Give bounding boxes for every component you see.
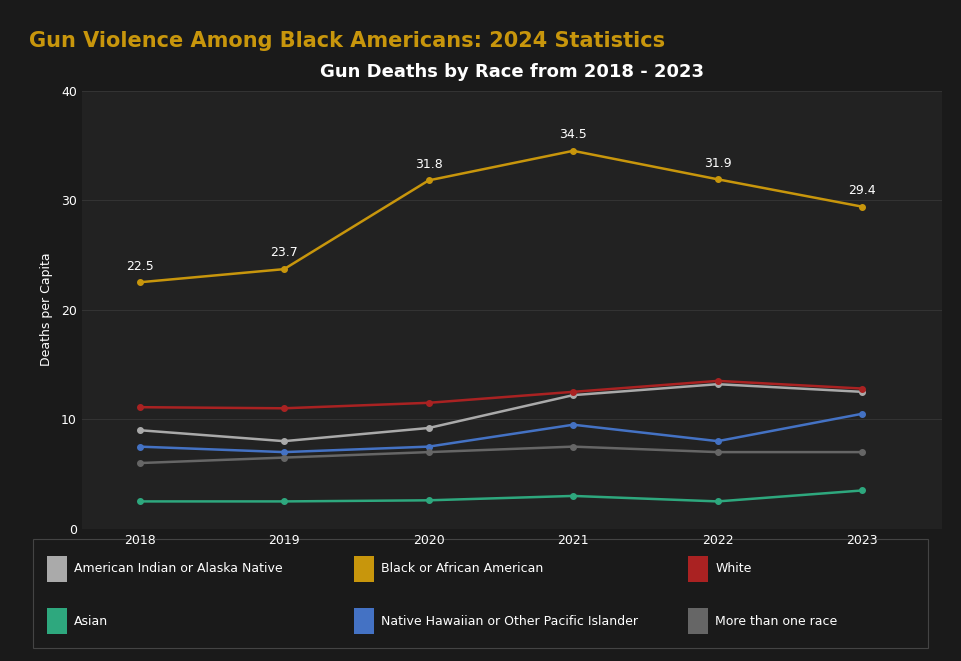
Text: Native Hawaiian or Other Pacific Islander: Native Hawaiian or Other Pacific Islande… — [382, 615, 638, 627]
Text: American Indian or Alaska Native: American Indian or Alaska Native — [74, 563, 283, 576]
Bar — [47, 557, 66, 582]
Bar — [688, 557, 708, 582]
Text: Gun Violence Among Black Americans: 2024 Statistics: Gun Violence Among Black Americans: 2024… — [29, 31, 665, 51]
Text: 23.7: 23.7 — [270, 247, 298, 259]
Y-axis label: Deaths per Capita: Deaths per Capita — [39, 253, 53, 366]
Title: Gun Deaths by Race from 2018 - 2023: Gun Deaths by Race from 2018 - 2023 — [320, 63, 703, 81]
Text: More than one race: More than one race — [715, 615, 838, 627]
Text: 31.9: 31.9 — [703, 157, 731, 170]
Text: 29.4: 29.4 — [849, 184, 876, 197]
Text: Asian: Asian — [74, 615, 109, 627]
Text: 22.5: 22.5 — [126, 260, 154, 272]
Bar — [354, 608, 374, 634]
Text: 31.8: 31.8 — [415, 158, 442, 171]
Bar — [688, 608, 708, 634]
Text: 34.5: 34.5 — [559, 128, 587, 141]
Text: Black or African American: Black or African American — [382, 563, 543, 576]
Text: White: White — [715, 563, 752, 576]
Bar — [47, 608, 66, 634]
Bar — [354, 557, 374, 582]
